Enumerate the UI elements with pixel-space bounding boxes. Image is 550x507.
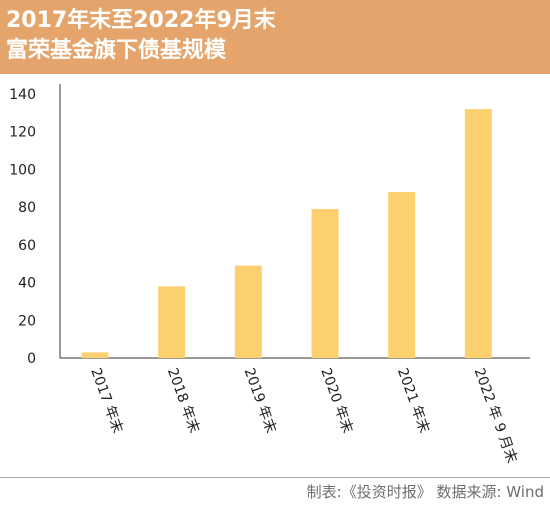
source-note: 制表:《投资时报》 数据来源: Wind <box>306 483 544 501</box>
bar <box>311 209 339 358</box>
x-category-label: 2017 年末 <box>87 366 125 435</box>
bar-chart: 0 20 40 60 80 100 120 140 2017 年末 2018 年末 2019 年末 2… <box>0 74 550 475</box>
chart-title-line-2: 富荣基金旗下债基规模 <box>6 38 227 63</box>
bar <box>81 352 109 358</box>
bar <box>158 286 186 358</box>
x-category-label: 2018 年末 <box>164 366 202 435</box>
bar <box>388 192 416 358</box>
y-tick-label: 20 <box>18 313 36 329</box>
x-category-label: 2022 年 9 月末 <box>471 366 520 465</box>
y-tick-label: 120 <box>9 125 36 141</box>
y-tick-label: 100 <box>9 162 36 178</box>
bar-chart-svg: 0 20 40 60 80 100 120 140 2017 年末 2018 年末 2019 年末 2… <box>9 84 530 465</box>
y-tick-label: 40 <box>18 276 36 292</box>
y-tick-label: 140 <box>9 87 36 103</box>
y-tick-label: 60 <box>18 238 36 254</box>
x-category-label: 2019 年末 <box>241 366 279 435</box>
y-tick-label: 0 <box>27 351 36 367</box>
x-category-label: 2020 年末 <box>317 366 355 435</box>
chart-header: 2017年末至2022年9月末 富荣基金旗下债基规模 <box>0 0 550 74</box>
bar <box>234 265 262 358</box>
y-tick-label: 80 <box>18 200 36 216</box>
x-category-label: 2021 年末 <box>394 366 432 435</box>
footer-divider <box>0 477 550 478</box>
chart-title-line-1: 2017年末至2022年9月末 <box>6 8 276 33</box>
bar <box>464 109 492 358</box>
